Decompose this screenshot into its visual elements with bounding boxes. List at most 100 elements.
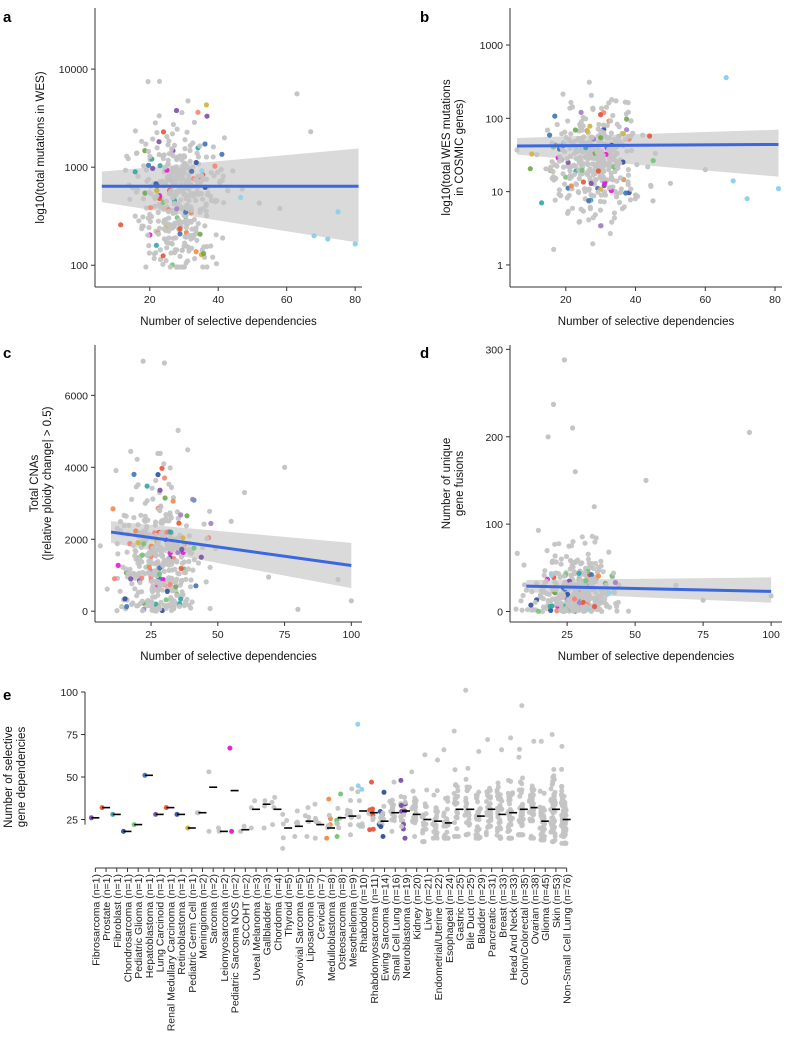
category-label: Esophageal (n=24)	[444, 874, 456, 963]
cell-line-point	[582, 540, 588, 546]
cell-line-point	[553, 587, 559, 593]
category-strip	[261, 798, 271, 831]
strip-point	[387, 798, 393, 804]
cell-line-point	[578, 147, 584, 153]
cell-line-point	[534, 152, 540, 158]
cell-line-point	[208, 198, 215, 204]
cell-line-point	[582, 186, 588, 192]
cell-line-point	[189, 599, 195, 605]
category-strip	[312, 801, 325, 841]
cell-line-point-colored	[193, 583, 199, 589]
cell-line-point	[556, 541, 562, 547]
cell-line-point	[595, 594, 601, 600]
strip-point	[356, 814, 362, 820]
cell-line-point	[181, 243, 187, 249]
cell-line-point	[521, 562, 527, 568]
category-label: Ewing Sarcoma (n=14)	[380, 874, 392, 981]
cell-line-point	[571, 592, 577, 598]
cell-line-point	[141, 163, 147, 169]
strip-point	[537, 825, 543, 831]
y-axis-label: Total CNAs(|relative ploidy change| > 0.…	[29, 406, 54, 560]
strip-point	[508, 779, 514, 784]
strip-point	[452, 795, 458, 801]
strip-point	[529, 783, 535, 789]
strip-point	[495, 780, 501, 786]
cell-line-point	[596, 121, 602, 128]
strip-point	[466, 810, 471, 816]
strip-point	[389, 828, 395, 834]
strip-point	[452, 767, 458, 773]
category-label: Kidney (n=20)	[412, 874, 424, 940]
strip-point	[529, 793, 535, 799]
cell-line-point	[614, 121, 620, 127]
cell-line-point	[566, 599, 572, 606]
strip-point	[348, 798, 353, 803]
cell-line-point-colored	[157, 163, 163, 169]
cell-line-point	[610, 112, 616, 119]
category-label: Colon/Colorectal (n=35)	[519, 874, 531, 985]
cell-line-point-colored	[208, 520, 214, 527]
cell-line-point-colored	[647, 133, 653, 139]
category-label: Glioma (n=45)	[540, 874, 552, 941]
cell-line-point	[614, 163, 620, 170]
cell-line-point	[550, 558, 556, 564]
cell-line-point	[558, 556, 565, 562]
panel-letter-b: b	[420, 9, 429, 26]
cell-line-point	[617, 175, 624, 181]
category-strip	[153, 811, 164, 817]
strip-point	[280, 835, 286, 841]
cell-line-point	[587, 206, 594, 212]
strip-point	[528, 818, 533, 824]
strip-point	[561, 831, 567, 837]
cell-line-point-colored	[584, 128, 590, 134]
cell-line-point	[115, 551, 121, 557]
cell-line-point-colored	[110, 506, 116, 512]
strip-point	[381, 789, 387, 795]
cell-line-point	[207, 605, 213, 612]
cell-line-point	[140, 214, 146, 220]
cell-line-point	[165, 577, 171, 583]
category-strip	[292, 808, 303, 839]
cell-line-point	[134, 186, 140, 193]
x-tick-label: 60	[699, 294, 711, 306]
cell-line-point	[163, 511, 169, 518]
cell-line-point	[161, 219, 167, 225]
cell-line-point	[197, 209, 203, 215]
cell-line-point-colored	[592, 603, 598, 610]
strip-point	[326, 796, 332, 802]
strip-point	[537, 804, 543, 810]
cell-line-point	[578, 561, 584, 567]
cell-line-point	[590, 241, 596, 247]
strip-point	[422, 752, 428, 758]
cell-line-point	[183, 225, 189, 231]
cell-line-point	[624, 148, 630, 154]
cell-line-point	[606, 100, 612, 106]
cell-line-point	[178, 197, 184, 203]
cell-line-point	[130, 600, 136, 606]
panel-letter-c: c	[3, 345, 11, 362]
cell-line-point	[188, 207, 195, 213]
cell-line-point-colored	[176, 520, 182, 526]
cell-line-point	[135, 482, 141, 488]
strip-point	[270, 822, 276, 828]
cell-line-point	[627, 197, 634, 203]
cell-line-point-colored	[164, 588, 170, 595]
y-tick-label: 10000	[59, 64, 88, 76]
cell-line-point	[153, 250, 159, 256]
cell-line-point-colored	[150, 165, 156, 171]
strip-point	[284, 818, 290, 823]
cell-line-point-outlier	[632, 192, 639, 198]
cell-line-point	[132, 575, 138, 581]
strip-point	[551, 792, 557, 798]
cell-line-point	[585, 154, 591, 160]
cell-line-point-colored	[598, 135, 604, 141]
cell-line-point	[152, 608, 158, 614]
cell-line-point	[174, 264, 180, 270]
cell-line-point	[622, 136, 628, 143]
cell-line-point	[143, 205, 149, 211]
cell-line-point	[184, 218, 190, 224]
cell-line-point	[153, 477, 159, 484]
cell-line-point	[183, 260, 189, 266]
cell-line-point	[595, 126, 601, 132]
cell-line-point-colored	[153, 242, 159, 248]
